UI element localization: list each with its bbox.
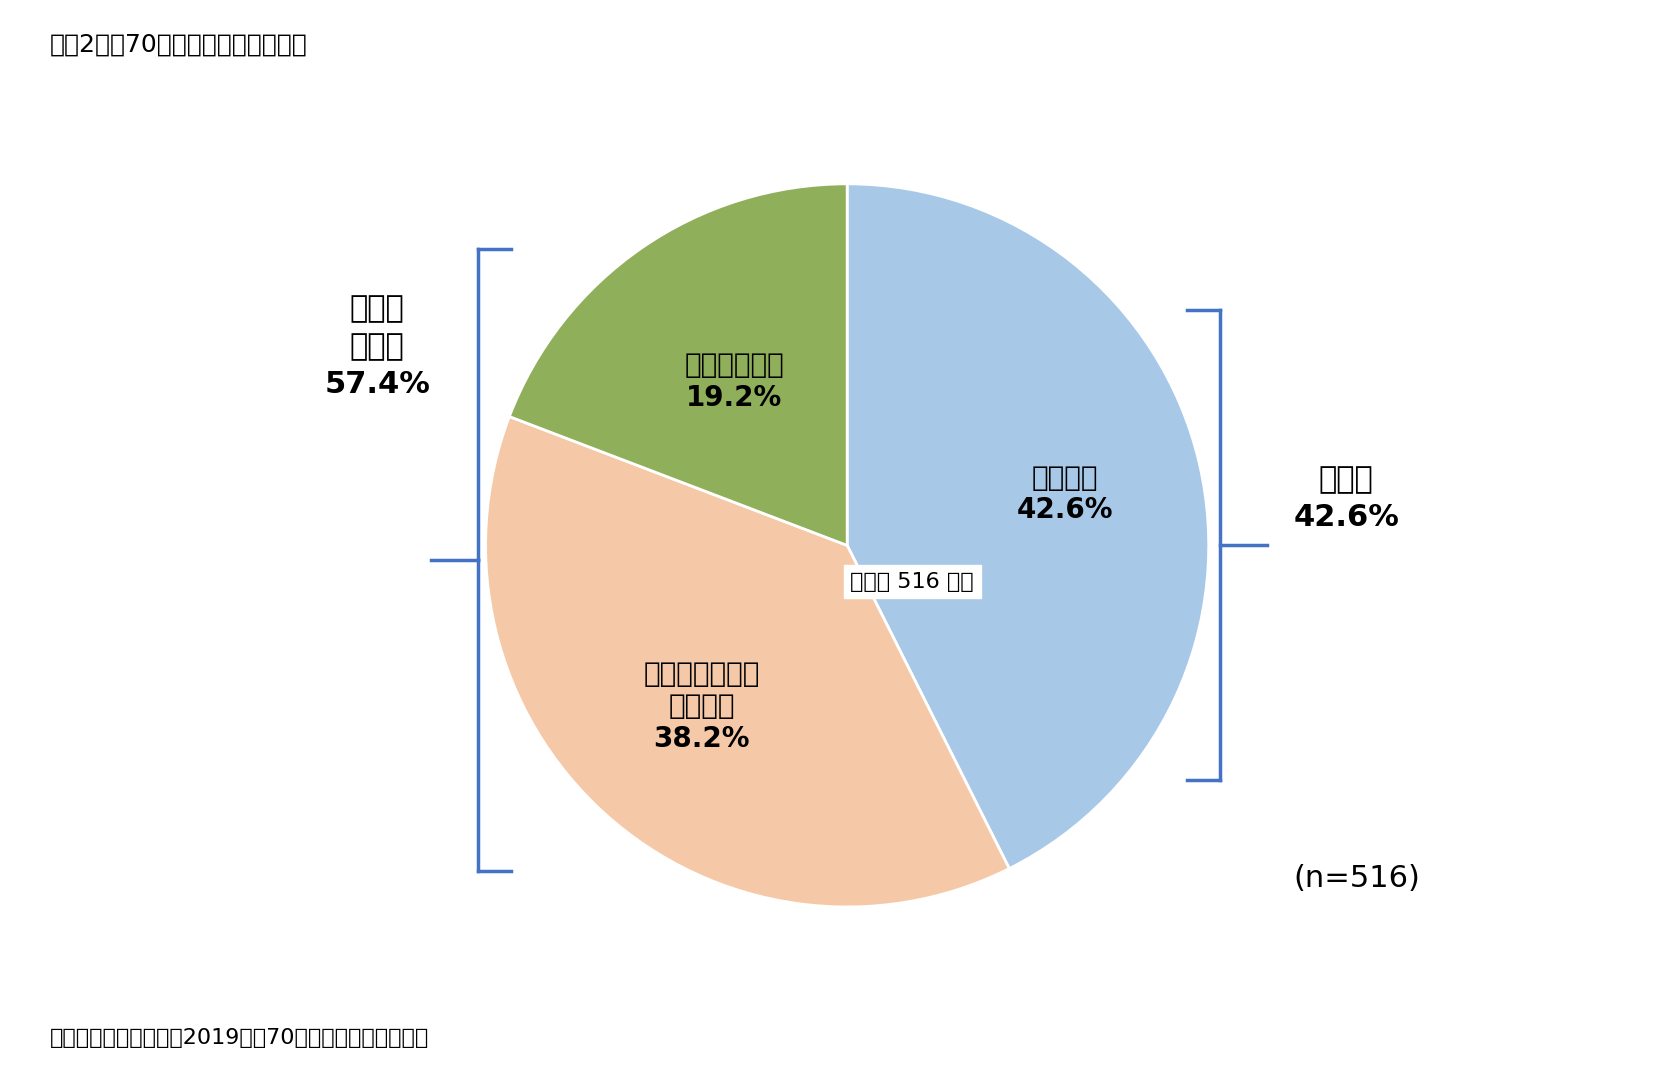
Text: 歓迎できない
19.2%: 歓迎できない 19.2% [684,351,784,411]
Text: 歓迎派
42.6%: 歓迎派 42.6% [1293,464,1398,532]
Text: 図表2　「70歳定年」に対する意見: 図表2 「70歳定年」に対する意見 [50,32,307,56]
Text: アンチ
歓迎派
57.4%: アンチ 歓迎派 57.4% [324,294,430,400]
Text: （対象 516 人）: （対象 516 人） [850,571,974,592]
Text: 歓迎する
42.6%: 歓迎する 42.6% [1017,463,1114,524]
Text: とまどい・困惑
を感じる
38.2%: とまどい・困惑 を感じる 38.2% [643,660,760,753]
Wedge shape [846,184,1208,868]
Text: 資料）定年後研究所（2019）「70歳定年に関する調査」: 資料）定年後研究所（2019）「70歳定年に関する調査」 [50,1027,428,1048]
Text: (n=516): (n=516) [1294,864,1420,892]
Wedge shape [509,184,848,545]
Wedge shape [486,417,1010,907]
